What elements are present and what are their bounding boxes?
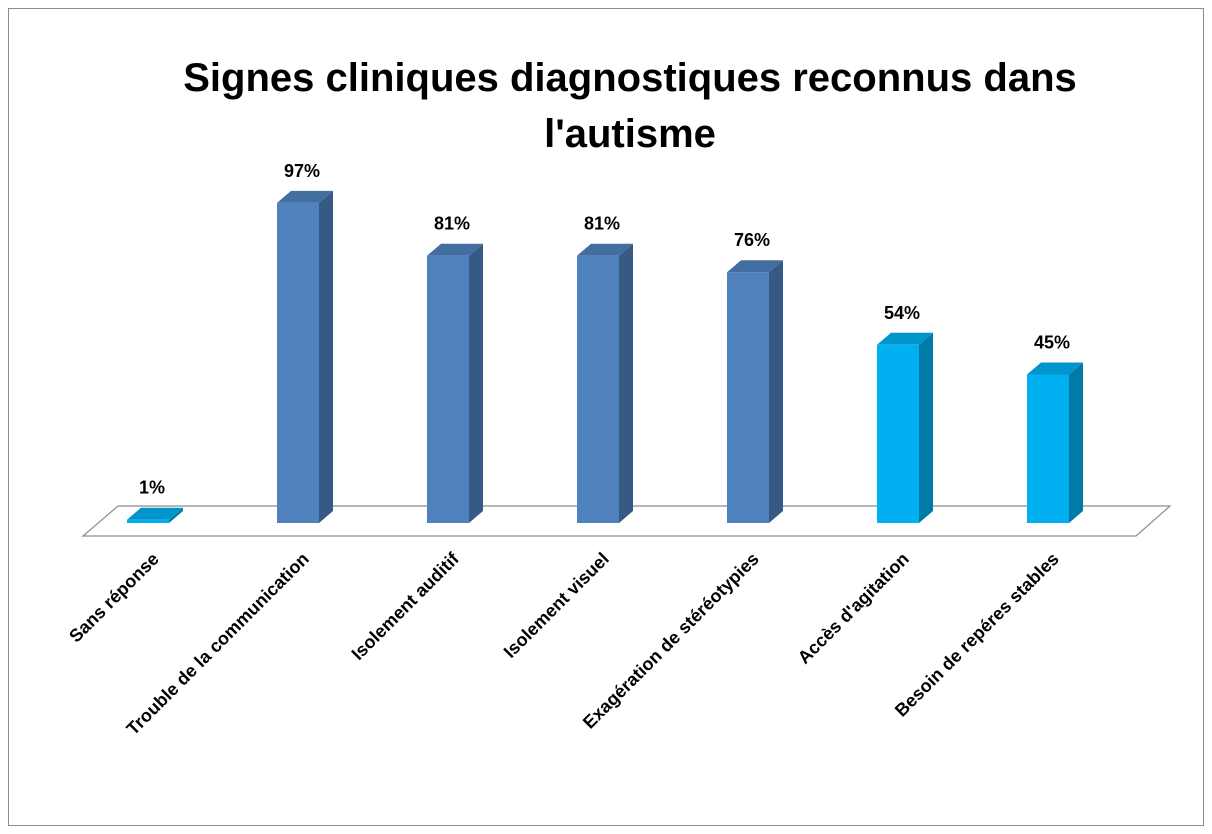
bar-side (769, 260, 783, 523)
data-label: 45% (1034, 333, 1070, 353)
bar-top (877, 332, 933, 345)
bar-side (319, 190, 333, 523)
data-label: 54% (884, 303, 920, 323)
bar (277, 202, 319, 523)
data-label: 97% (284, 161, 320, 181)
bar-side (619, 243, 633, 523)
data-label: 81% (584, 214, 620, 234)
bar (1027, 374, 1069, 523)
bar-top (577, 243, 633, 256)
bar-top (427, 243, 483, 256)
bar-side (469, 243, 483, 523)
bar-top (1027, 362, 1083, 375)
bar-side (169, 507, 183, 523)
bar-side (919, 332, 933, 523)
bar (127, 519, 169, 523)
data-label: 1% (139, 478, 165, 498)
bar (427, 255, 469, 523)
bar (577, 255, 619, 523)
bar-top (727, 260, 783, 273)
bar (877, 344, 919, 523)
bar-top (127, 507, 183, 520)
bar (727, 272, 769, 523)
bar-side (1069, 362, 1083, 523)
data-label: 76% (734, 230, 770, 250)
chart-title: Signes cliniques diagnostiques reconnus … (183, 56, 1077, 156)
data-label: 81% (434, 214, 470, 234)
bar-top (277, 190, 333, 203)
